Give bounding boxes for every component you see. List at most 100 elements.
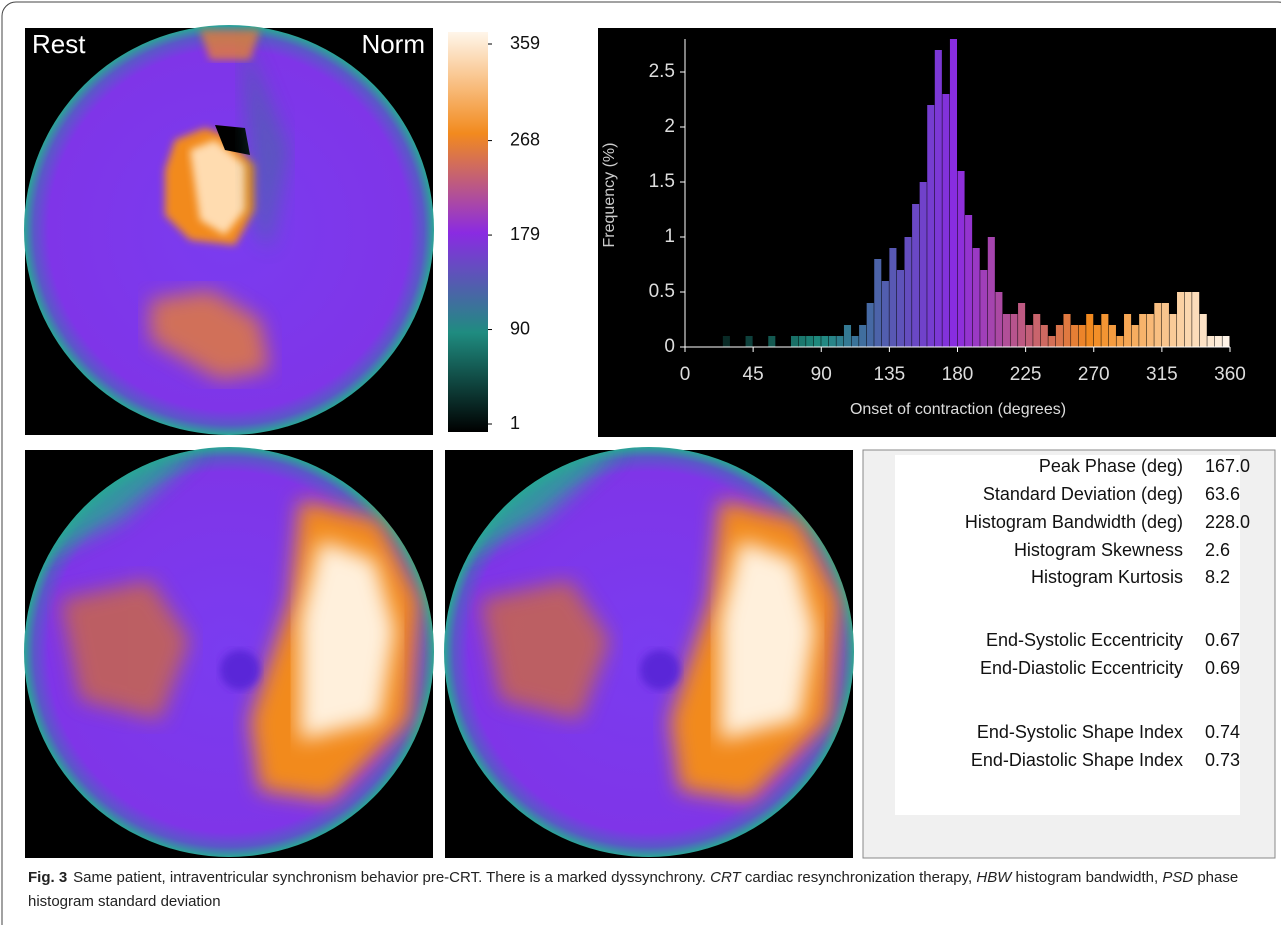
y-tick-label: 0.5: [649, 281, 675, 302]
bar: [1109, 325, 1116, 347]
bar: [882, 281, 889, 347]
bar: [1162, 303, 1169, 347]
bar: [965, 215, 972, 347]
stat-label: Peak Phase (deg): [1039, 456, 1183, 476]
bar: [1063, 314, 1070, 347]
figure: Rest Norm 190179268359 00.511.522.504590…: [0, 0, 1281, 925]
bar: [836, 336, 843, 347]
map-label: Norm: [361, 29, 425, 59]
bar: [958, 171, 965, 347]
bar: [1094, 325, 1101, 347]
bar: [1056, 325, 1063, 347]
stat-label: Histogram Bandwidth (deg): [965, 512, 1183, 532]
bar: [791, 336, 798, 347]
bar: [973, 248, 980, 347]
stat-label: Histogram Kurtosis: [1031, 567, 1183, 587]
stat-label: End-Diastolic Shape Index: [971, 750, 1183, 770]
bar: [935, 50, 942, 347]
stat-label: End-Systolic Shape Index: [977, 722, 1183, 742]
stat-value: 228.0: [1205, 512, 1250, 532]
x-tick-label: 360: [1214, 364, 1246, 385]
bar: [942, 94, 949, 347]
bar: [799, 336, 806, 347]
bar: [897, 270, 904, 347]
colorbar-scale: [448, 32, 488, 432]
bar: [859, 325, 866, 347]
y-tick-label: 2.5: [649, 61, 675, 82]
bar: [1079, 325, 1086, 347]
bar: [905, 237, 912, 347]
page: Rest Norm 190179268359 00.511.522.504590…: [0, 0, 1281, 925]
bar: [1124, 314, 1131, 347]
bar: [874, 259, 881, 347]
y-tick-label: 2: [664, 116, 675, 137]
bar: [1048, 336, 1055, 347]
y-tick-label: 0: [664, 336, 675, 357]
bar: [1041, 325, 1048, 347]
bar: [1185, 292, 1192, 347]
bar: [1147, 314, 1154, 347]
bar: [1200, 314, 1207, 347]
x-tick-label: 270: [1078, 364, 1110, 385]
y-tick-label: 1.5: [649, 171, 675, 192]
bar: [1071, 325, 1078, 347]
map-label: Rest: [32, 29, 86, 59]
caption-abbr: CRT: [710, 869, 741, 886]
stat-label: Histogram Skewness: [1014, 540, 1183, 560]
stat-value: 63.6: [1205, 484, 1240, 504]
bar: [768, 336, 775, 347]
stat-value: 167.0: [1205, 456, 1250, 476]
stat-value: 0.69: [1205, 658, 1240, 678]
colorbar-label: 359: [510, 33, 540, 53]
bar: [867, 303, 874, 347]
caption-abbr: PSD: [1162, 869, 1193, 886]
y-tick-label: 1: [664, 226, 675, 247]
bar: [723, 336, 730, 347]
bar: [821, 336, 828, 347]
x-tick-label: 135: [874, 364, 906, 385]
bar: [1154, 303, 1161, 347]
x-tick-label: 45: [743, 364, 764, 385]
bar: [889, 248, 896, 347]
stat-label: Standard Deviation (deg): [983, 484, 1183, 504]
bar: [1101, 314, 1108, 347]
colorbar-label: 90: [510, 318, 530, 338]
x-tick-label: 180: [942, 364, 974, 385]
bar: [1033, 314, 1040, 347]
bar: [746, 336, 753, 347]
y-axis-label: Frequency (%): [601, 143, 618, 248]
colorbar-label: 179: [510, 224, 540, 244]
stat-value: 0.73: [1205, 750, 1240, 770]
bar: [1207, 336, 1214, 347]
bar: [814, 336, 821, 347]
bar: [995, 292, 1002, 347]
bar: [1177, 292, 1184, 347]
x-tick-label: 315: [1146, 364, 1178, 385]
x-axis-label: Onset of contraction (degrees): [850, 401, 1066, 418]
stat-label: End-Diastolic Eccentricity: [980, 658, 1183, 678]
bar: [852, 336, 859, 347]
bar: [1003, 314, 1010, 347]
stat-value: 0.74: [1205, 722, 1240, 742]
bar: [844, 325, 851, 347]
bar: [806, 336, 813, 347]
bar: [1116, 336, 1123, 347]
bar: [1192, 292, 1199, 347]
bar: [1010, 314, 1017, 347]
bar: [1018, 303, 1025, 347]
bar: [927, 105, 934, 347]
x-tick-label: 0: [680, 364, 691, 385]
bar: [1222, 336, 1229, 347]
x-tick-label: 90: [811, 364, 832, 385]
caption-abbr: HBW: [976, 869, 1011, 886]
stat-label: End-Systolic Eccentricity: [986, 630, 1183, 650]
caption-text: histogram bandwidth,: [1016, 869, 1159, 886]
caption-label: Fig. 3: [28, 869, 67, 886]
caption-text: cardiac resynchronization therapy,: [745, 869, 972, 886]
stat-value: 8.2: [1205, 567, 1230, 587]
colorbar-label: 268: [510, 129, 540, 149]
bar: [1026, 325, 1033, 347]
bar: [950, 39, 957, 347]
bar: [920, 182, 927, 347]
